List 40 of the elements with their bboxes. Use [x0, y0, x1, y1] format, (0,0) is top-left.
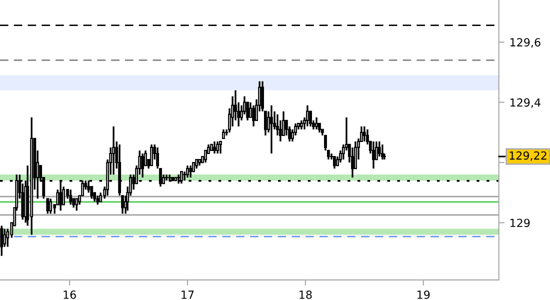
candlestick — [380, 144, 384, 160]
text: 129,22 — [510, 151, 546, 161]
candlestick — [46, 198, 50, 215]
candlestick — [315, 116, 318, 130]
candlestick — [270, 104, 273, 154]
x-tick-label: 18 — [300, 290, 312, 299]
candlestick — [75, 198, 78, 212]
y-tick-label: 129,4 — [510, 98, 540, 108]
x-tick-label: 16 — [64, 290, 76, 299]
candlestick — [186, 164, 189, 178]
candlestick — [326, 150, 330, 160]
candlestick — [204, 150, 208, 164]
candlestick — [141, 152, 144, 178]
candlestick — [0, 224, 4, 257]
candlestick — [306, 104, 309, 128]
candlestick — [252, 104, 256, 128]
candlestick — [49, 198, 52, 215]
candlestick — [300, 120, 303, 130]
candlestick — [150, 144, 153, 166]
y-tick-label: 129 — [510, 218, 530, 228]
candlestick — [378, 140, 381, 158]
candlestick — [112, 126, 116, 176]
x-tick-label: 19 — [418, 290, 430, 299]
candlestick — [3, 228, 6, 248]
candlestick — [372, 140, 375, 170]
candlestick — [189, 164, 192, 178]
candlestick — [96, 194, 100, 206]
candlestick — [332, 156, 336, 170]
candlestick — [99, 192, 102, 202]
candlestick — [219, 140, 222, 154]
candlestick — [351, 146, 354, 178]
candlestick — [195, 158, 198, 170]
candlestick — [222, 128, 225, 140]
x-tick-label: 17 — [182, 290, 194, 299]
candlestick — [165, 174, 168, 182]
candlestick — [69, 188, 72, 206]
candlestick — [362, 126, 366, 142]
candlestick — [216, 140, 220, 154]
candlestick — [213, 140, 216, 154]
y-tick-label: 129,6 — [510, 38, 540, 48]
